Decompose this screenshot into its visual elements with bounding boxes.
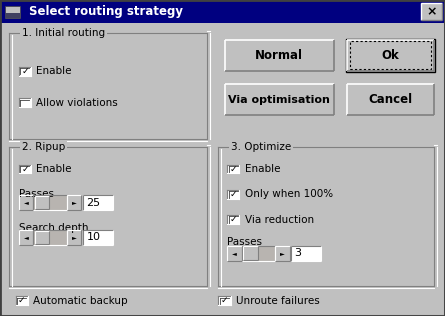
- Text: Ok: Ok: [382, 49, 399, 62]
- Bar: [83, 230, 113, 245]
- Text: Enable: Enable: [245, 164, 280, 174]
- Bar: [67, 195, 81, 210]
- Bar: [346, 39, 435, 72]
- Bar: [291, 246, 321, 261]
- Text: ✓: ✓: [230, 215, 237, 224]
- Bar: [227, 165, 239, 173]
- Bar: [33, 230, 67, 245]
- Bar: [19, 67, 31, 76]
- Text: 3: 3: [295, 248, 302, 258]
- Bar: [243, 246, 258, 260]
- Text: ◄: ◄: [24, 235, 28, 240]
- Text: ×: ×: [426, 5, 437, 18]
- Bar: [225, 84, 334, 115]
- Text: Passes: Passes: [19, 189, 54, 199]
- Bar: [16, 296, 28, 305]
- Text: Normal: Normal: [255, 49, 303, 62]
- Text: ✓: ✓: [230, 190, 237, 199]
- Text: ✓: ✓: [18, 296, 25, 305]
- Bar: [67, 230, 81, 245]
- Text: 10: 10: [86, 232, 100, 242]
- Text: ✓: ✓: [21, 67, 28, 76]
- Bar: [5, 13, 20, 18]
- Text: ►: ►: [72, 235, 77, 240]
- Text: Only when 100%: Only when 100%: [245, 189, 333, 199]
- Text: ►: ►: [72, 200, 77, 205]
- Text: Enable: Enable: [36, 66, 72, 76]
- Text: 2. Ripup: 2. Ripup: [22, 142, 65, 152]
- Text: Via reduction: Via reduction: [245, 215, 314, 225]
- Text: Automatic backup: Automatic backup: [33, 296, 128, 306]
- Bar: [227, 246, 242, 261]
- Bar: [421, 3, 442, 20]
- Bar: [83, 195, 113, 210]
- Bar: [347, 84, 434, 115]
- Text: Cancel: Cancel: [368, 93, 413, 106]
- Text: 1. Initial routing: 1. Initial routing: [22, 28, 105, 38]
- Bar: [227, 190, 239, 199]
- Bar: [33, 195, 67, 210]
- Bar: [19, 195, 33, 210]
- Bar: [19, 165, 31, 173]
- Bar: [19, 98, 31, 107]
- Text: 25: 25: [86, 198, 101, 208]
- Bar: [35, 196, 49, 209]
- Text: Select routing strategy: Select routing strategy: [29, 5, 183, 18]
- Bar: [35, 231, 49, 244]
- Bar: [0, 0, 445, 23]
- Text: ✓: ✓: [21, 165, 28, 173]
- Bar: [218, 296, 231, 305]
- Text: ✓: ✓: [221, 296, 228, 305]
- Text: Enable: Enable: [36, 164, 72, 174]
- Text: Allow violations: Allow violations: [36, 98, 118, 108]
- Bar: [275, 246, 290, 261]
- Bar: [225, 40, 334, 71]
- Bar: [350, 41, 431, 69]
- Text: Unroute failures: Unroute failures: [236, 296, 320, 306]
- Text: ►: ►: [280, 251, 285, 256]
- Text: ◄: ◄: [24, 200, 28, 205]
- Text: 3. Optimize: 3. Optimize: [231, 142, 291, 152]
- Text: ◄: ◄: [232, 251, 237, 256]
- Text: Search depth: Search depth: [19, 222, 88, 233]
- Text: Via optimisation: Via optimisation: [228, 94, 330, 105]
- Bar: [227, 215, 239, 224]
- Bar: [19, 230, 33, 245]
- Text: Passes: Passes: [227, 237, 262, 247]
- Bar: [5, 6, 20, 18]
- Bar: [347, 40, 434, 71]
- Text: ✓: ✓: [230, 165, 237, 173]
- Bar: [242, 246, 275, 261]
